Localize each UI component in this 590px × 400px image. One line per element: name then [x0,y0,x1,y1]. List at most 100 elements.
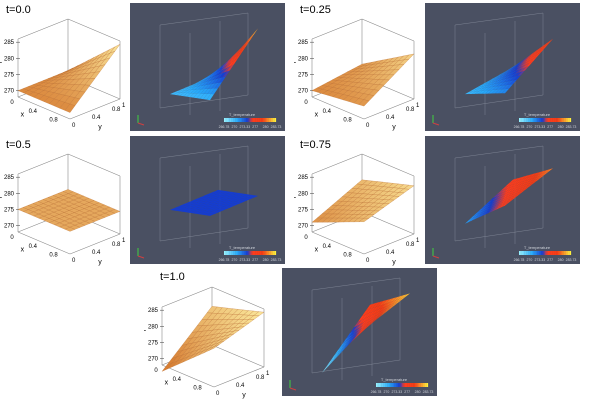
panel-cell [224,191,232,194]
panel-cell [502,200,510,206]
y-tick-label: 0.8 [406,107,415,113]
colorbar-segment [269,118,271,122]
colorbar-segment [260,251,262,255]
panel-cell [224,62,232,70]
panel-cell [202,204,210,207]
panel-cell [199,203,207,206]
colorbar-segment [418,383,421,387]
panel-cell [219,195,227,198]
panel-cell [497,79,505,84]
colorbar-tick-label: 266.78 [219,258,230,262]
panel-cell [515,176,523,182]
colorbar-tick-label: 266.78 [514,125,525,129]
axis-edge [69,233,121,255]
panel-cell [506,188,514,194]
panel-cell [490,202,498,208]
panel-cell [246,34,254,44]
colorbar-segment [535,251,538,255]
colorbar-segment [238,251,240,255]
axis-edge [213,366,265,388]
colorbar-segment [411,383,413,387]
panel-cell [200,93,208,100]
y-tick-label: 1 [122,238,126,244]
panel-cell [502,192,510,197]
panel-cell [336,347,344,356]
colorbar-segment [400,383,403,387]
panel-cell [226,64,234,72]
colorbar-segment [520,118,522,122]
panel-cell [481,81,489,86]
colorbar-segment [379,383,382,387]
panel-cell [184,89,192,93]
colorbar-segment [547,251,549,255]
colorbar-segment [529,118,531,122]
panel-cell [230,194,238,197]
z-axis-label: T [144,329,146,338]
panel-cell [542,169,550,174]
panel-cell [208,198,216,201]
panel-cell [211,198,219,201]
panel-cell [360,317,368,324]
x-tick-label: 0.8 [193,386,202,392]
panel-cell [198,207,206,211]
colorbar-title: T_temperature [524,245,551,250]
panel-cell [501,185,509,191]
panel-cell [387,304,395,310]
panel-cell [204,208,212,212]
colorbar-segment [422,383,425,387]
panel-cell [520,59,528,65]
panel-cell [491,200,499,205]
panel-cell [362,323,370,330]
colorbar-segment [242,251,244,255]
colorbar-tick-label: 266.78 [219,125,230,129]
colorbar-segment [543,251,546,255]
y-tick-label: 0.4 [92,115,101,121]
panel-cell [345,334,353,342]
colorbar-segment [398,383,400,387]
panel-cell [491,197,499,203]
panel-cell [210,70,218,76]
panel-cell [250,28,258,38]
panel-cell [206,76,214,82]
panel-cell [517,183,525,188]
panel-cell [480,83,488,87]
panel-cell [215,208,223,211]
panel-cell [197,198,205,201]
panel-cell [220,204,228,207]
panel-cell [525,173,533,179]
y-tick-label: 0 [72,258,76,264]
panel-cell [250,195,258,198]
panel-cell [489,204,497,210]
colorbar-segment [389,383,391,387]
panel-cell [183,210,191,213]
panel-cell [186,201,194,204]
panel-cell [243,196,251,199]
panel-cell [372,305,380,312]
panel-grid [454,145,544,248]
panel-cell [188,206,196,209]
panel-cell [181,205,189,208]
z-axis-label: T [294,61,296,70]
panel-cell [216,69,224,76]
panel-cell [207,72,215,78]
panel-cell [210,88,218,95]
colorbar-segment [565,251,568,255]
panel-cell [477,207,485,213]
panel-cell [489,206,497,212]
panel-cell [369,317,377,324]
panel-cell [218,208,226,211]
panel-cell [480,206,488,212]
colorbar-segment [541,118,543,122]
panel-cell [194,209,202,212]
panel-cell [487,203,495,209]
panel-cell [513,186,521,191]
colorbar-segment [556,251,559,255]
colorbar-segment [257,118,260,122]
panel-cell [204,88,212,94]
panel-cell [483,205,491,210]
y-tick-label: 0.8 [112,242,121,248]
panel-cell [351,332,359,340]
colorbar-segment [555,118,557,122]
panel-cell [375,304,383,311]
